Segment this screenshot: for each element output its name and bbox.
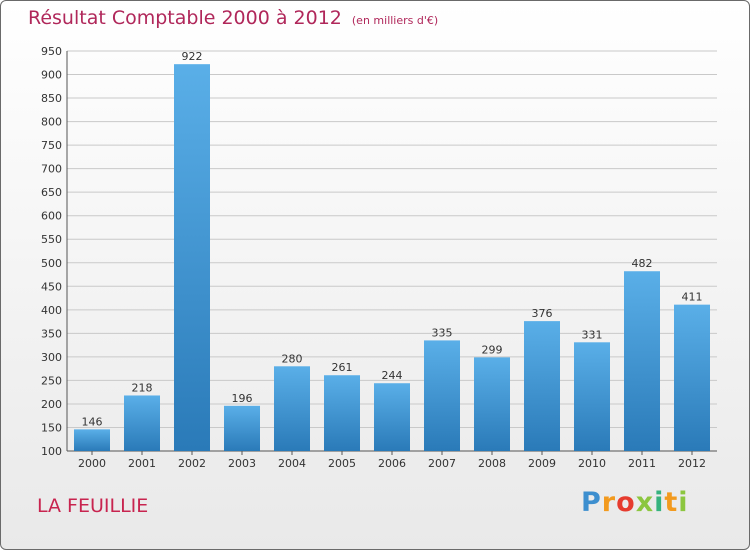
x-tick-label: 2006 — [378, 457, 406, 470]
bar — [174, 64, 210, 452]
bar — [374, 383, 410, 451]
bar — [624, 271, 660, 451]
data-label: 335 — [432, 326, 453, 339]
logo-letter: x — [635, 487, 655, 518]
data-label: 146 — [82, 415, 103, 428]
chart-title: Résultat Comptable 2000 à 2012 (en millie… — [28, 7, 438, 29]
y-tick-label: 700 — [41, 163, 62, 176]
bar — [474, 357, 510, 451]
y-tick-label: 850 — [41, 92, 62, 105]
x-tick-label: 2008 — [478, 457, 506, 470]
x-tick-label: 2011 — [628, 457, 656, 470]
x-tick-label: 2010 — [578, 457, 606, 470]
x-tick-label: 2007 — [428, 457, 456, 470]
bar — [324, 375, 360, 451]
x-tick-label: 2001 — [128, 457, 156, 470]
data-label: 244 — [382, 369, 403, 382]
logo-letter: i — [654, 487, 665, 518]
y-tick-label: 900 — [41, 69, 62, 82]
y-tick-label: 350 — [41, 327, 62, 340]
x-tick-label: 2002 — [178, 457, 206, 470]
proxiti-logo: Proxiti — [581, 487, 689, 518]
y-tick-label: 200 — [41, 398, 62, 411]
data-label: 196 — [232, 392, 253, 405]
x-tick-label: 2009 — [528, 457, 556, 470]
data-label: 411 — [682, 291, 703, 304]
data-label: 482 — [632, 257, 653, 270]
place-name: LA FEUILLIE — [37, 495, 149, 517]
y-tick-label: 500 — [41, 257, 62, 270]
y-tick-label: 750 — [41, 139, 62, 152]
bar — [574, 342, 610, 451]
data-label: 261 — [332, 361, 353, 374]
bar — [424, 340, 460, 451]
y-tick-label: 250 — [41, 374, 62, 387]
bar — [674, 304, 710, 451]
bar — [124, 395, 160, 451]
y-tick-label: 100 — [41, 445, 62, 458]
y-tick-label: 800 — [41, 116, 62, 129]
logo-letter: i — [678, 487, 689, 518]
bar — [224, 405, 260, 451]
logo-letter: t — [664, 487, 679, 518]
x-tick-label: 2000 — [78, 457, 106, 470]
x-tick-label: 2005 — [328, 457, 356, 470]
data-label: 299 — [482, 343, 503, 356]
x-tick-label: 2004 — [278, 457, 306, 470]
logo-letter: r — [601, 487, 617, 518]
y-tick-label: 550 — [41, 233, 62, 246]
y-tick-label: 650 — [41, 186, 62, 199]
data-label: 922 — [182, 50, 203, 63]
data-label: 280 — [282, 352, 303, 365]
data-label: 218 — [132, 381, 153, 394]
bar — [524, 321, 560, 451]
chart-title-text: Résultat Comptable 2000 à 2012 — [28, 7, 342, 29]
chart-subtitle: (en milliers d'€) — [351, 14, 439, 27]
y-tick-label: 400 — [41, 304, 62, 317]
x-tick-label: 2003 — [228, 457, 256, 470]
data-label: 376 — [532, 307, 553, 320]
bar — [74, 429, 110, 451]
bar — [274, 366, 310, 451]
x-tick-label: 2012 — [678, 457, 706, 470]
y-tick-label: 600 — [41, 210, 62, 223]
logo-letter: o — [616, 487, 636, 518]
data-label: 331 — [582, 328, 603, 341]
logo-letter: P — [581, 487, 602, 518]
y-tick-label: 950 — [41, 45, 62, 58]
y-tick-label: 450 — [41, 280, 62, 293]
y-tick-label: 150 — [41, 421, 62, 434]
y-tick-label: 300 — [41, 351, 62, 364]
